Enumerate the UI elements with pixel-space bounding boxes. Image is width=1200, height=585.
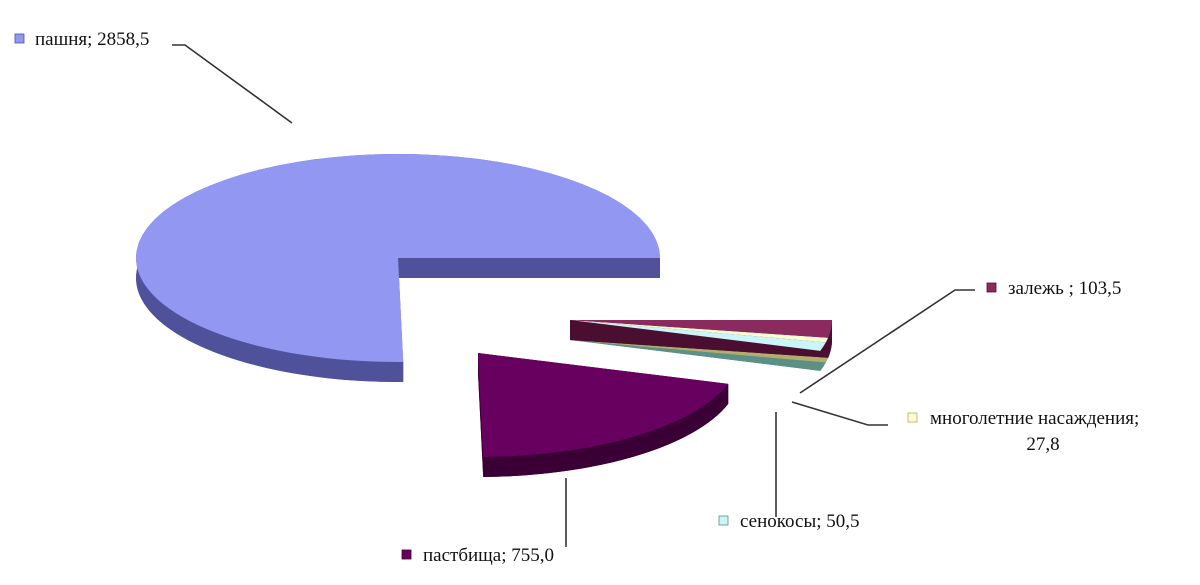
label-senokosy: сенокосы; 50,5	[740, 511, 859, 532]
label-pashnya: пашня; 2858,5	[35, 29, 149, 50]
slice-top-pashnya	[135, 154, 661, 362]
legend-swatch-pastbishcha	[401, 549, 412, 560]
label-mnogoletnie-value: 27,8	[1026, 434, 1059, 455]
legend-swatch-pashnya	[14, 33, 25, 44]
label-mnogoletnie: многолетние насаждения;	[930, 408, 1139, 429]
slice-labels: пашня; 2858,5 залежь ; 103,5 многолетние…	[14, 29, 1139, 566]
leader-line-pashnya	[172, 44, 293, 124]
leader-line-zalezh	[799, 289, 975, 394]
slice-top-zalezh	[570, 320, 832, 338]
slice-top-senokosy	[570, 320, 826, 351]
legend-swatch-senokosy	[718, 515, 729, 526]
slice-top-mnogoletnie	[570, 320, 829, 343]
legend-swatch-zalezh	[986, 282, 997, 293]
leader-line-mnogoletnie	[791, 401, 888, 426]
slice-rim-zalezh	[828, 320, 832, 358]
slice-top-pastbishcha	[478, 353, 729, 457]
slice-wall-b-zalezh	[570, 320, 829, 358]
leader-lines	[172, 44, 975, 547]
label-pastbishcha: пастбища; 755,0	[423, 545, 554, 566]
slice-wall-b-pastbishcha	[478, 353, 484, 477]
label-zalezh: залежь ; 103,5	[1008, 278, 1121, 299]
slice-wall-b-pashnya	[398, 258, 660, 278]
legend-swatch-mnogoletnie	[907, 412, 918, 423]
slice-rim-pastbishcha	[483, 383, 729, 477]
slice-tops	[135, 154, 832, 457]
